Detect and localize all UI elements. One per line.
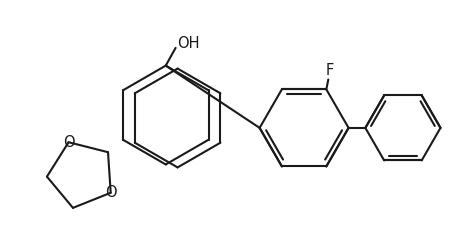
Text: F: F <box>324 63 333 77</box>
Text: O: O <box>63 135 74 150</box>
Text: OH: OH <box>177 36 200 51</box>
Text: O: O <box>105 185 116 200</box>
